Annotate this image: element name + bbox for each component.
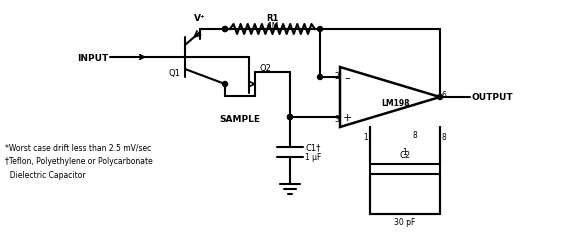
Text: OUTPUT: OUTPUT <box>472 93 514 102</box>
Text: +: + <box>342 113 352 122</box>
Text: *Worst case drift less than 2.5 mV/sec: *Worst case drift less than 2.5 mV/sec <box>5 143 151 152</box>
Circle shape <box>222 27 227 32</box>
Circle shape <box>287 115 293 120</box>
Text: C2: C2 <box>399 150 411 159</box>
Text: V⁺: V⁺ <box>194 13 206 22</box>
Text: INPUT: INPUT <box>77 53 108 62</box>
Text: †Teflon, Polyethylene or Polycarbonate: †Teflon, Polyethylene or Polycarbonate <box>5 157 153 166</box>
Text: 6: 6 <box>441 91 446 100</box>
Circle shape <box>222 27 227 32</box>
Text: R1: R1 <box>266 13 279 22</box>
Text: LM198: LM198 <box>381 98 409 107</box>
Text: 30 pF: 30 pF <box>394 218 416 227</box>
Text: 8: 8 <box>442 133 447 141</box>
Text: 1M: 1M <box>267 21 278 30</box>
Text: C1†: C1† <box>305 143 320 152</box>
Circle shape <box>438 95 442 100</box>
Text: 3: 3 <box>334 115 339 124</box>
Text: Q1: Q1 <box>168 68 180 77</box>
Text: Q2: Q2 <box>260 63 272 72</box>
Text: SAMPLE: SAMPLE <box>219 115 260 124</box>
Circle shape <box>222 82 227 87</box>
Text: 1: 1 <box>363 133 368 141</box>
Text: 8: 8 <box>413 131 417 139</box>
Text: –: – <box>344 73 350 83</box>
Circle shape <box>318 27 323 32</box>
Text: 2: 2 <box>335 71 339 80</box>
Text: 1 μF: 1 μF <box>305 153 321 162</box>
Text: Dielectric Capacitor: Dielectric Capacitor <box>5 170 86 179</box>
Text: 1: 1 <box>403 147 407 156</box>
Circle shape <box>318 75 323 80</box>
Circle shape <box>287 115 293 120</box>
